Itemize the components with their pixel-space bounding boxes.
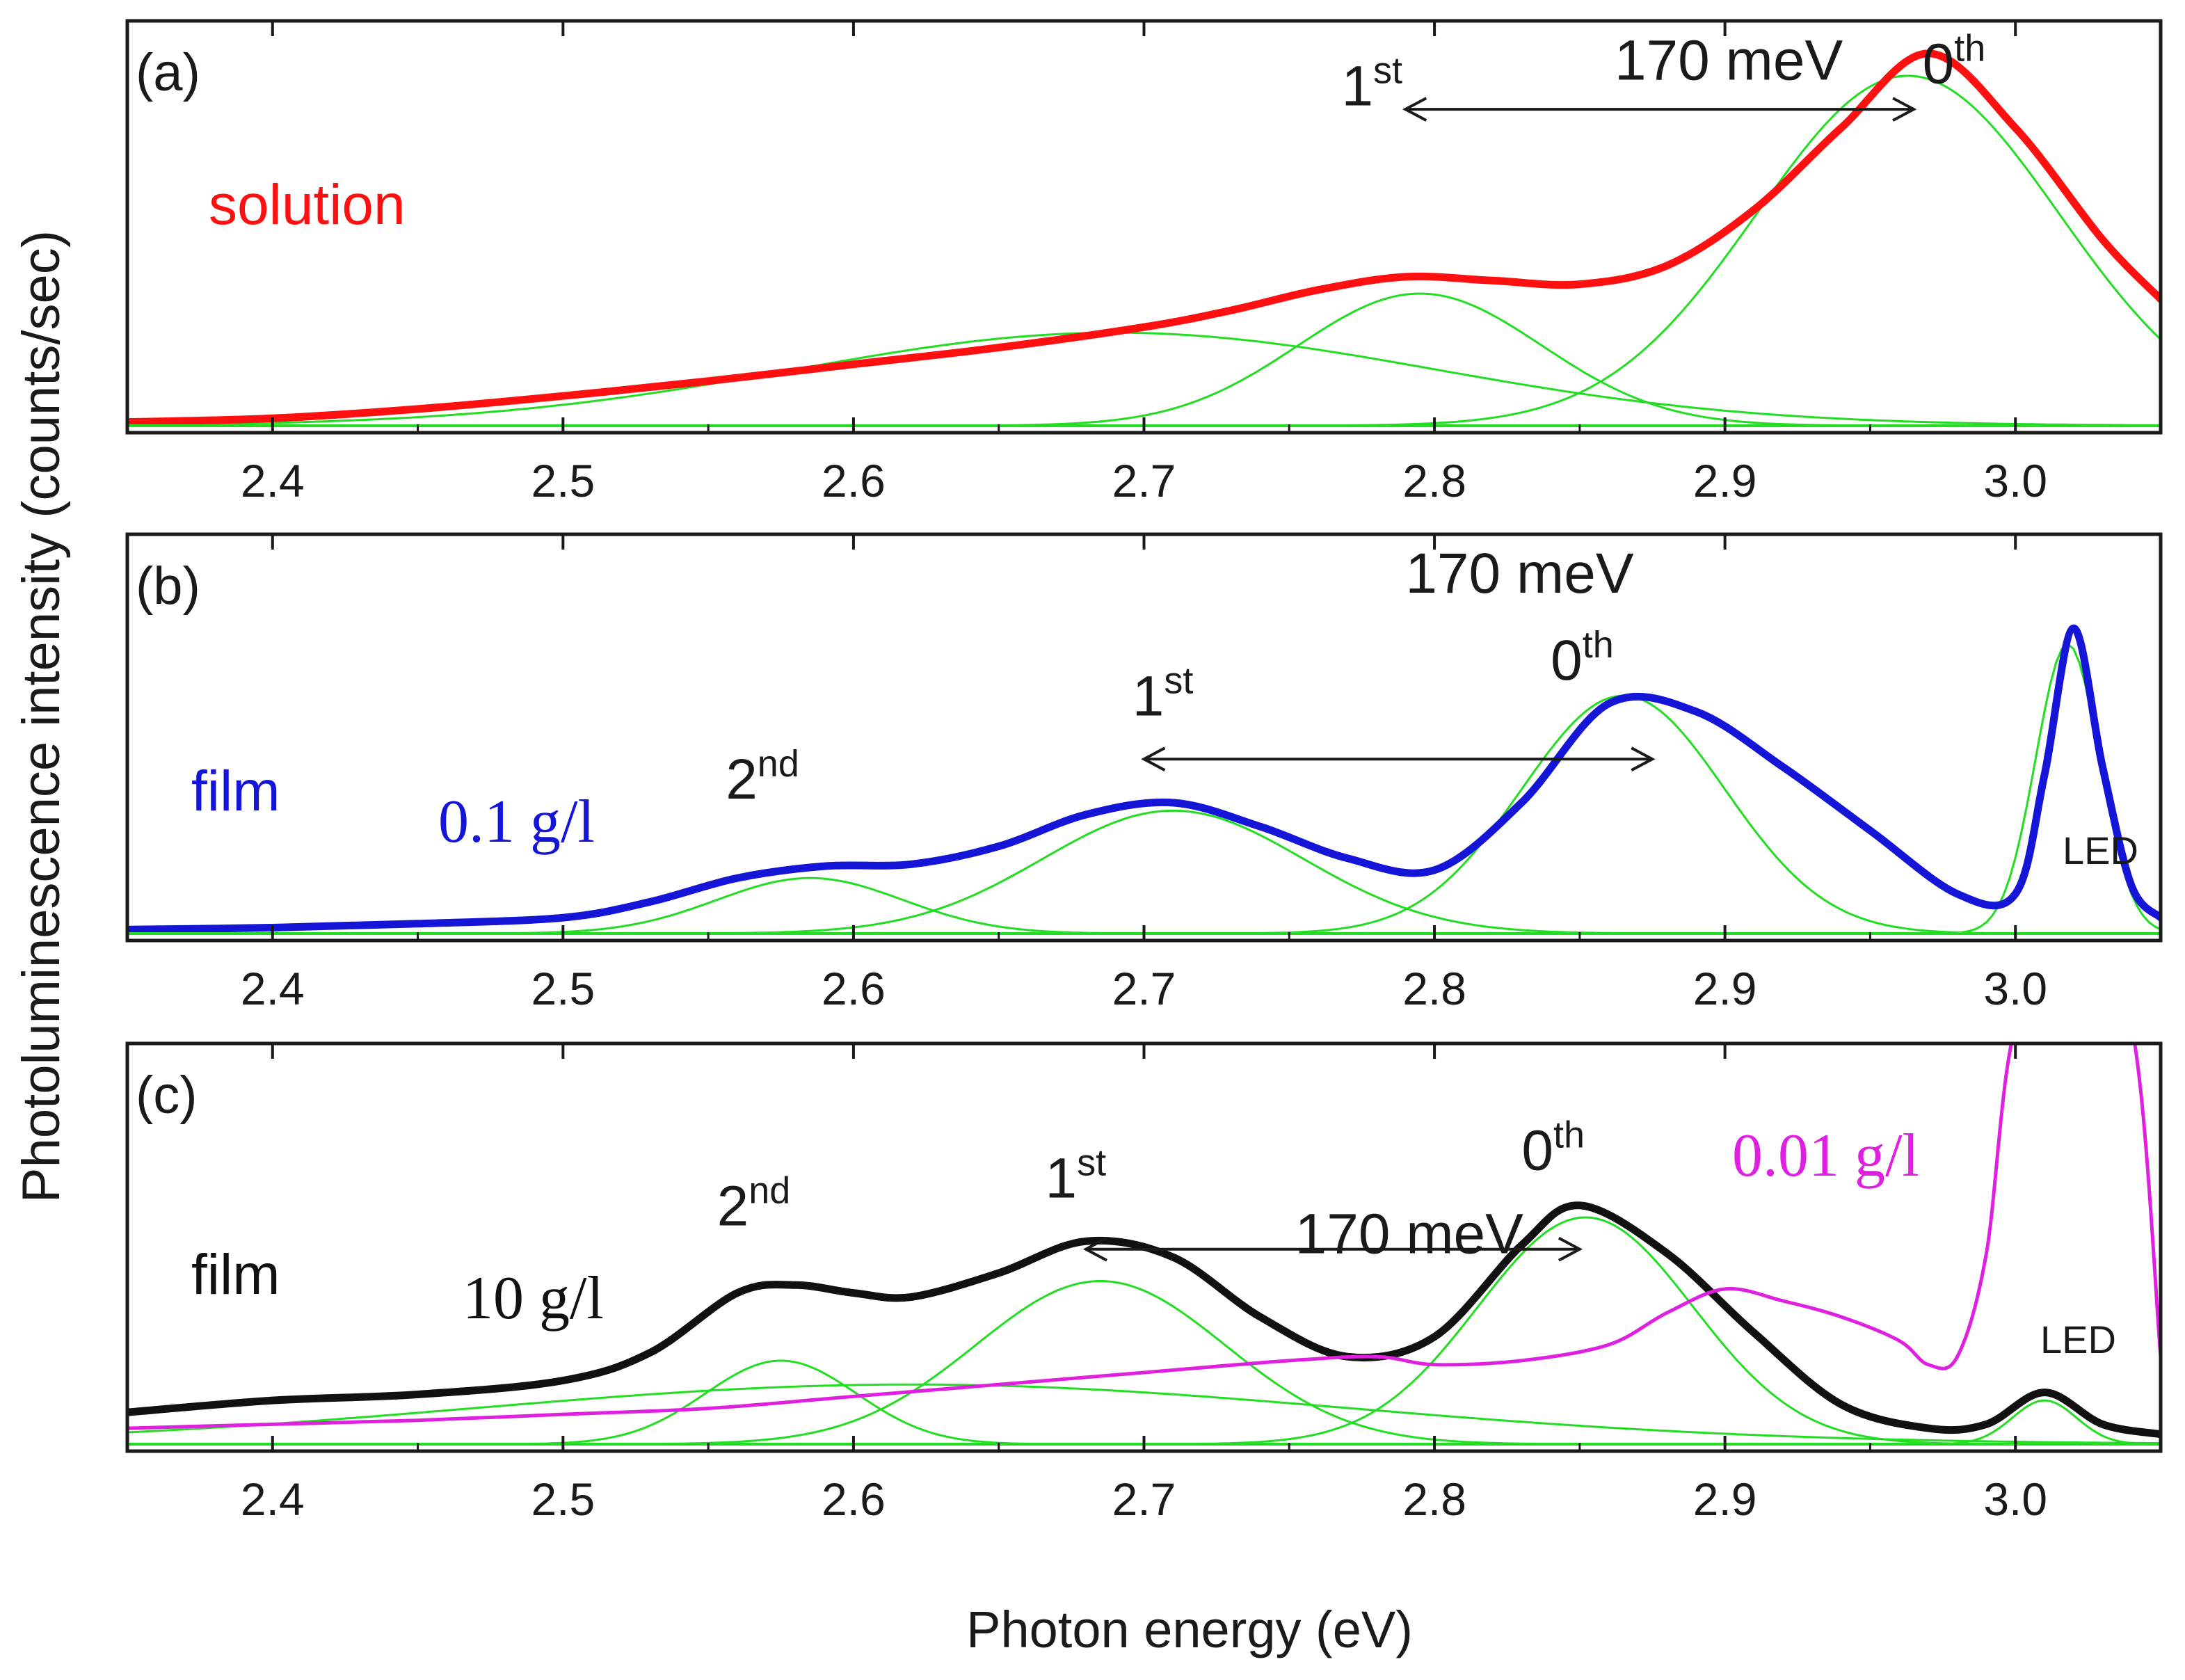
annotation-sup: st [1164, 660, 1193, 702]
concentration-label-2: 0.01 g/l [1732, 1122, 1919, 1190]
annotation-sup: nd [758, 743, 799, 785]
plot-frame [125, 19, 2163, 435]
x-tick-label: 2.6 [822, 963, 886, 1014]
x-tick-label: 3.0 [1983, 963, 2047, 1014]
x-tick-label: 3.0 [1983, 455, 2047, 506]
arrow-head-left [1141, 746, 1166, 771]
annotation-base: 0 [1521, 1119, 1553, 1182]
annotation-base: 170 meV [1405, 542, 1634, 605]
x-tick-label: 2.9 [1693, 1473, 1757, 1525]
fit-curve-fit-broad [127, 331, 2161, 426]
x-tick-label: 2.6 [822, 1473, 886, 1525]
x-tick-label: 2.7 [1112, 455, 1176, 506]
panel-c: 2.4 2.5 2.6 2.7 2.8 2.9 3.0 (c) film 10 g/l 0.01 g… [125, 1041, 2163, 1525]
peak-annotation: 170 meV [1405, 542, 1634, 605]
peak-annotation: 2nd [726, 743, 799, 811]
sample-label: film [191, 1243, 280, 1306]
peak-annotation: 0th [1551, 624, 1614, 692]
sample-label: film [191, 760, 280, 823]
sample-label: solution [209, 173, 406, 237]
x-tick-label: 2.8 [1402, 455, 1466, 506]
panel-a: 2.4 2.5 2.6 2.7 2.8 2.9 3.0 (a) solution 1st 0th 17… [125, 19, 2163, 506]
x-tick-label: 2.7 [1112, 963, 1176, 1014]
arrow-head-left [1082, 1236, 1107, 1262]
annotation-base: 170 meV [1295, 1202, 1524, 1265]
x-tick-label: 2.5 [531, 1473, 595, 1525]
annotation-base: 0 [1551, 629, 1583, 692]
annotation-sup: th [1583, 624, 1614, 666]
x-tick-label: 2.4 [241, 963, 305, 1014]
y-axis-label: Photoluminescence intensity (counts/sec) [12, 230, 71, 1203]
x-tick-label: 2.9 [1693, 963, 1757, 1014]
panel-label: (c) [136, 1066, 198, 1125]
x-tick-label: 2.7 [1112, 1473, 1176, 1525]
annotation-base: 2 [726, 748, 758, 811]
annotation-base: 1 [1132, 665, 1164, 728]
arrow-head-left [1402, 97, 1427, 122]
peak-annotation: 1st [1046, 1142, 1107, 1210]
plot-frame [125, 532, 2163, 943]
x-tick-label: 2.5 [531, 455, 595, 506]
annotation-base: 170 meV [1615, 29, 1843, 92]
concentration-label: 10 g/l [463, 1265, 604, 1332]
arrow-head-right [1892, 97, 1917, 122]
peak-annotation: 1st [1132, 660, 1194, 728]
annotation-base: 1 [1341, 55, 1373, 118]
annotation-sup: st [1373, 50, 1402, 92]
x-tick-label: 2.6 [822, 455, 886, 506]
peak-annotation: 1st [1341, 50, 1402, 118]
annotation-base: 1 [1046, 1146, 1078, 1210]
fit-curve-fit-broad [127, 1383, 2161, 1445]
annotation-sup: th [1553, 1114, 1585, 1155]
annotation-base: 2 [717, 1174, 749, 1238]
led-label: LED [2063, 829, 2138, 872]
data-curve-film-0-1-g-l-PL [127, 624, 2161, 934]
annotation-sup: st [1077, 1142, 1106, 1183]
peak-annotation: 2nd [717, 1169, 791, 1238]
data-curve-solution-PL [127, 49, 2161, 426]
peak-annotation: 0th [1923, 28, 1986, 96]
peak-annotation: 170 meV [1295, 1202, 1524, 1265]
x-tick-label: 3.0 [1983, 1473, 2047, 1525]
x-tick-label: 2.5 [531, 963, 595, 1014]
panel-label: (a) [136, 43, 200, 102]
peak-annotation: 170 meV [1615, 29, 1843, 92]
concentration-label: 0.1 g/l [438, 788, 595, 856]
x-tick-label: 2.4 [241, 1473, 305, 1525]
x-tick-label: 2.8 [1402, 1473, 1466, 1525]
panel-b: 2.4 2.5 2.6 2.7 2.8 2.9 3.0 (b) film 0.1 g/l LED 17… [125, 532, 2163, 1014]
x-tick-label: 2.9 [1693, 455, 1757, 506]
x-tick-label: 2.4 [241, 455, 305, 506]
data-curve-film-10-g-l-PL [127, 1201, 2161, 1439]
annotation-base: 0 [1923, 33, 1955, 96]
peak-annotation: 0th [1521, 1114, 1585, 1182]
data-curve-film-0-01-g-l-PL [127, 1043, 2161, 1430]
arrow-head-right [1631, 746, 1656, 771]
annotation-sup: nd [749, 1169, 790, 1211]
arrow-head-right [1558, 1236, 1583, 1262]
fit-curve-fit-0th [127, 74, 2161, 427]
series-group [127, 1043, 2161, 1446]
x-tick-label: 2.8 [1402, 963, 1466, 1014]
annotation-sup: th [1954, 28, 1985, 70]
led-label: LED [2040, 1318, 2116, 1361]
panel-label: (b) [136, 557, 200, 616]
x-axis-label: Photon energy (eV) [966, 1601, 1413, 1658]
